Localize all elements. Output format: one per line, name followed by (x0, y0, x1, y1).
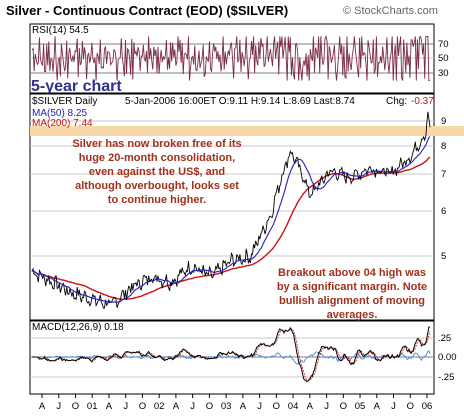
price-tick-7: 7 (441, 169, 446, 180)
ma50-line (31, 136, 431, 304)
ma50-legend: MA(50) 8.25 (32, 108, 87, 119)
macd-tick-025: .25 (438, 333, 451, 344)
symbol-label: $SILVER Daily (32, 96, 97, 107)
x-tick-label-2: O (72, 401, 79, 412)
macd-panel: MACD(12,26,9) 0.18 .25 0.00 -.25 (29, 320, 457, 395)
chg-label: Chg: (386, 96, 407, 107)
annotation-consolidation: Silver has now broken free of its huge 20… (72, 138, 241, 206)
x-tick-label-11: 03 (221, 401, 232, 412)
price-tick-9: 9 (441, 116, 446, 127)
macd-tick-000: 0.00 (438, 352, 457, 363)
note2-line-1: by a significant margin. Note (277, 281, 427, 293)
note2-line-2: bullish alignment of moving (279, 295, 425, 307)
rsi-tick-50: 50 (438, 53, 449, 64)
price-tick-6: 6 (441, 206, 446, 217)
resistance-highlight (30, 126, 464, 136)
rsi-panel: RSI(14) 54.5 70 50 30 5-year chart (29, 23, 449, 95)
ma200-line (31, 156, 431, 300)
note1-line-0: Silver has now broken free of its (72, 138, 241, 150)
note1-line-4: to continue higher. (108, 194, 206, 206)
x-tick-label-23: 06 (422, 401, 433, 412)
x-tick-label-16: A (307, 401, 314, 412)
chg-value: -0.37 (411, 96, 434, 107)
annotation-breakout: Breakout above 04 high was by a significa… (277, 267, 427, 321)
price-tick-8: 8 (441, 141, 446, 152)
x-tick-label-13: J (257, 401, 262, 412)
x-tick-label-17: J (324, 401, 329, 412)
x-tick-label-6: O (139, 401, 146, 412)
x-axis-labels: A J O 01 A J O 02 A J O 03 A J O 04 A J O 05 A J O 06 (39, 394, 432, 412)
x-tick-label-5: J (123, 401, 128, 412)
note1-line-1: huge 20-month consolidation, (79, 152, 235, 164)
copyright: © StockCharts.com (343, 5, 438, 17)
macd-label: MACD(12,26,9) 0.18 (32, 322, 124, 333)
price-panel: $SILVER Daily 5-Jan-2006 16:00ET O:9.11 … (29, 93, 464, 321)
rsi-series-line (31, 35, 430, 82)
x-tick-label-15: 04 (288, 401, 299, 412)
five-year-tag: 5-year chart (31, 78, 122, 95)
x-tick-label-7: 02 (154, 401, 165, 412)
x-tick-label-14: O (273, 401, 280, 412)
price-tick-5: 5 (441, 251, 446, 262)
ma200-legend: MA(200) 7.44 (32, 118, 93, 129)
x-tick-label-19: 05 (355, 401, 366, 412)
x-tick-label-3: 01 (87, 401, 98, 412)
note1-line-2: even against the US$, and (89, 166, 225, 178)
chart-title: Silver - Continuous Contract (EOD) ($SIL… (6, 3, 288, 18)
note2-line-3: averages. (327, 309, 378, 321)
macd-line (32, 326, 431, 383)
x-tick-label-12: A (240, 401, 247, 412)
x-tick-label-18: O (340, 401, 347, 412)
note2-line-0: Breakout above 04 high was (278, 267, 426, 279)
rsi-tick-70: 70 (438, 39, 449, 50)
x-tick-label-21: J (391, 401, 396, 412)
x-tick-label-22: O (407, 401, 414, 412)
x-tick-label-4: A (106, 401, 113, 412)
rsi-tick-30: 30 (438, 68, 449, 79)
x-tick-label-10: O (206, 401, 213, 412)
x-tick-label-9: J (190, 401, 195, 412)
macd-tick-neg025: -.25 (438, 372, 454, 383)
x-tick-label-1: J (56, 401, 61, 412)
price-line (31, 111, 431, 309)
x-tick-label-0: A (39, 401, 46, 412)
x-tick-label-20: A (374, 401, 381, 412)
note1-line-3: although overbought, looks set (75, 180, 239, 192)
x-tick-label-8: A (173, 401, 180, 412)
rsi-label: RSI(14) 54.5 (32, 25, 89, 36)
quote-line: 5-Jan-2006 16:00ET O:9.11 H:9.14 L:8.69 … (125, 96, 355, 107)
